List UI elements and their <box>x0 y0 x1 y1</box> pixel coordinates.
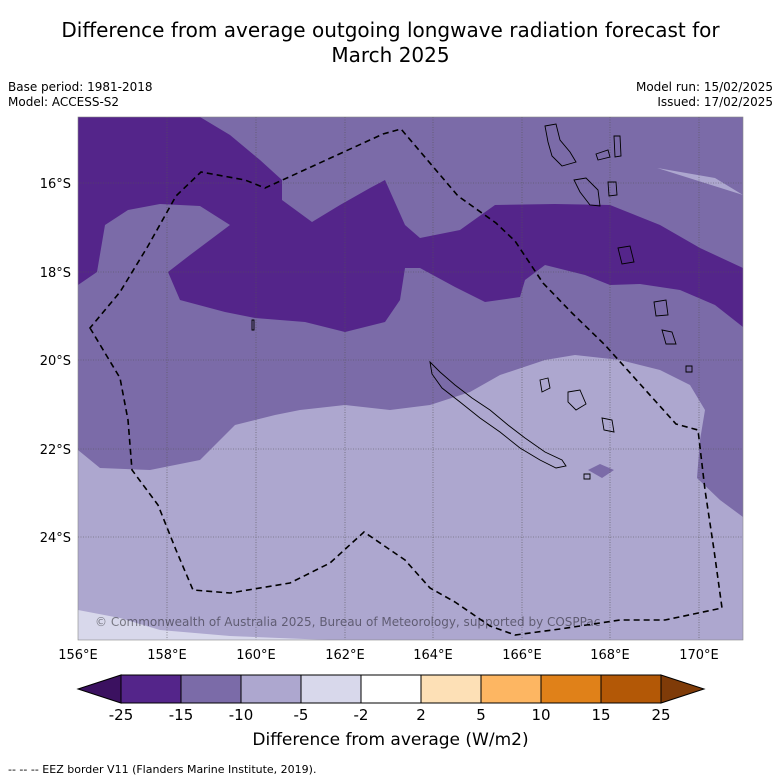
x-tick-label: 166°E <box>502 648 542 663</box>
map-frame <box>77 116 744 641</box>
x-tick-labels: 156°E 158°E 160°E 162°E 164°E 166°E 168°… <box>58 648 719 663</box>
colorbar-tick-label: -15 <box>169 706 194 724</box>
colorbar-bin <box>361 675 421 703</box>
y-tick-label: 18°S <box>40 266 71 281</box>
map-title: Difference from average outgoing longwav… <box>0 18 781 68</box>
colorbar-tick-label: -10 <box>229 706 254 724</box>
x-tick-label: 160°E <box>236 648 276 663</box>
field-m15-m10-patch <box>588 464 614 478</box>
vanuatu-island-6 <box>617 245 635 265</box>
colorbar-title: Difference from average (W/m2) <box>252 730 529 750</box>
colorbar-tick-label: 25 <box>651 706 670 724</box>
colorbar-bin <box>421 675 481 703</box>
x-tick-label: 170°E <box>679 648 719 663</box>
vanuatu-island-3 <box>613 135 622 158</box>
colorbar-tick-label: 2 <box>416 706 426 724</box>
map-panel: © Commonwealth of Australia 2025, Bureau… <box>78 117 743 640</box>
vanuatu-island-7 <box>653 299 669 317</box>
title-line-2: March 2025 <box>331 43 450 67</box>
model-run: Model run: 15/02/2025 <box>635 80 773 94</box>
y-tick-labels: 16°S 18°S 20°S 22°S 24°S <box>40 177 71 546</box>
field-m5-m2 <box>78 610 330 640</box>
loyalty-island-2 <box>567 389 587 411</box>
field-m25-m15-west <box>78 117 743 332</box>
colorbar-extend-high <box>660 674 706 704</box>
colorbar-tick-labels: -25 -15 -10 -5 -2 2 5 10 15 25 <box>109 706 671 724</box>
chesterfield-islet <box>251 319 255 331</box>
colorbar-bin <box>481 675 541 703</box>
colorbar-bin <box>121 675 181 703</box>
colorbar-tick-label: -2 <box>354 706 369 724</box>
meta-left: Base period: 1981-2018 Model: ACCESS-S2 <box>8 80 153 110</box>
colorbar-tick-label: 10 <box>531 706 550 724</box>
colorbar-bin <box>181 675 241 703</box>
y-tick-label: 22°S <box>40 443 71 458</box>
colorbar-tick-label: -25 <box>109 706 134 724</box>
copyright-text: © Commonwealth of Australia 2025, Bureau… <box>95 615 600 629</box>
loyalty-island-3 <box>601 417 615 433</box>
y-tick-label: 20°S <box>40 354 71 369</box>
y-tick-label: 16°S <box>40 177 71 192</box>
coastlines <box>251 123 693 480</box>
vanuatu-island-2 <box>595 149 611 161</box>
eez-legend-footer: -- -- -- EEZ border V11 (Flanders Marine… <box>8 763 317 776</box>
x-tick-label: 162°E <box>325 648 365 663</box>
base-period: Base period: 1981-2018 <box>8 80 153 94</box>
isle-of-pines <box>583 473 591 480</box>
colorbar-bin <box>541 675 601 703</box>
vanuatu-island-5 <box>607 181 618 197</box>
meta-right: Model run: 15/02/2025 Issued: 17/02/2025 <box>636 80 773 110</box>
colorbar-bin <box>241 675 301 703</box>
vanuatu-island-8 <box>661 329 677 345</box>
title-line-1: Difference from average outgoing longwav… <box>61 18 720 42</box>
model-name: Model: ACCESS-S2 <box>8 95 120 109</box>
x-tick-label: 158°E <box>147 648 187 663</box>
colorbar-bin <box>301 675 361 703</box>
colorbar-tick-label: 5 <box>476 706 486 724</box>
eez-border <box>89 128 723 636</box>
gridlines <box>78 117 743 640</box>
colorbar-extend-low <box>76 674 122 704</box>
issued-date: Issued: 17/02/2025 <box>657 95 773 109</box>
loyalty-island-1 <box>539 377 551 393</box>
colorbar: -25 -15 -10 -5 -2 2 5 10 15 25 <box>76 674 706 724</box>
vanuatu-island-4 <box>573 177 601 207</box>
new-caledonia-island <box>429 360 567 469</box>
vanuatu-island-9 <box>685 365 693 373</box>
y-tick-label: 24°S <box>40 531 71 546</box>
vanuatu-island-1 <box>544 123 577 167</box>
x-tick-label: 164°E <box>413 648 453 663</box>
colorbar-bin <box>601 675 661 703</box>
colorbar-tick-label: -5 <box>294 706 309 724</box>
x-tick-label: 168°E <box>590 648 630 663</box>
x-tick-label: 156°E <box>58 648 98 663</box>
colorbar-tick-label: 15 <box>591 706 610 724</box>
